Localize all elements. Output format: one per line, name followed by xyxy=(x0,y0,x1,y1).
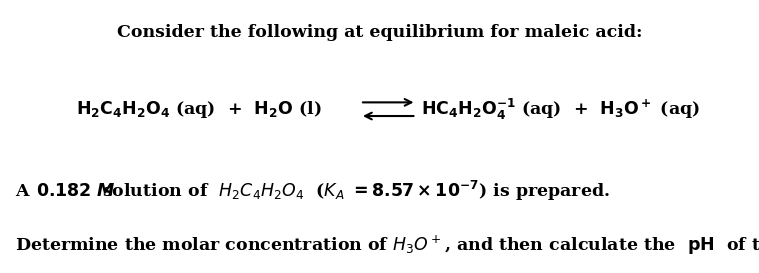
Text: $\mathbf{HC_4H_2O_4^{-1}}$ (aq)  +  $\mathbf{H_3O^+}$ (aq): $\mathbf{HC_4H_2O_4^{-1}}$ (aq) + $\math… xyxy=(421,97,701,122)
Text: $\mathbf{H_2C_4H_2O_4}$ (aq)  +  $\mathbf{H_2O}$ (l): $\mathbf{H_2C_4H_2O_4}$ (aq) + $\mathbf{… xyxy=(76,99,322,120)
Text: solution of  $H_2C_4H_2O_4$  ($\boldsymbol{K_A}$ $\mathbf{= 8.57 \times 10^{-7}}: solution of $H_2C_4H_2O_4$ ($\boldsymbol… xyxy=(102,179,610,203)
Text: Determine the molar concentration of $H_3O^+$, and then calculate the  $\mathbf{: Determine the molar concentration of $H_… xyxy=(15,234,759,257)
Text: $\mathbf{0.182}$ $\boldsymbol{M}$: $\mathbf{0.182}$ $\boldsymbol{M}$ xyxy=(36,183,116,200)
Text: Consider the following at equilibrium for maleic acid:: Consider the following at equilibrium fo… xyxy=(117,24,642,41)
Text: A: A xyxy=(15,183,29,200)
